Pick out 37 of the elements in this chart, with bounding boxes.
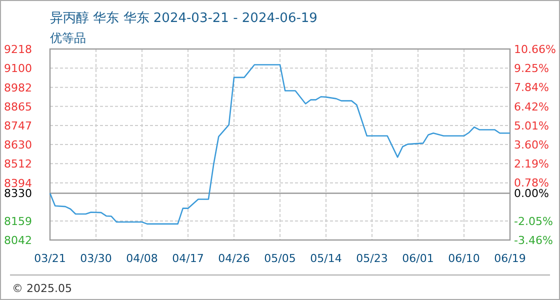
x-tick-label: 04/26 (218, 252, 250, 265)
y2-tick-label: 9.25% (514, 62, 549, 76)
y-tick-label: 8865 (4, 100, 32, 114)
x-tick-label: 06/10 (448, 252, 480, 265)
y2-tick-label: 0.78% (514, 176, 549, 190)
y2-tick-label: 3.60% (514, 138, 549, 152)
line-series (49, 64, 511, 225)
y2-tick-label: 6.42% (514, 100, 549, 114)
y-tick-label: 9218 (4, 43, 32, 56)
y2-tick-label: 7.84% (514, 81, 549, 94)
y-tick-label: 8159 (4, 214, 32, 228)
y-tick-label: 8330 (4, 187, 32, 200)
y-tick-label: 8630 (4, 138, 32, 152)
x-tick-label: 03/30 (80, 252, 112, 265)
x-tick-label: 05/23 (356, 252, 388, 265)
x-tick-label: 05/05 (264, 252, 296, 265)
y-tick-label: 8394 (4, 176, 32, 190)
y2-tick-label: 0.00% (514, 187, 549, 200)
x-tick-label: 06/19 (494, 252, 526, 265)
x-tick-label: 04/17 (172, 252, 204, 265)
y-tick-label: 9100 (4, 62, 32, 76)
chart-subtitle: 优等品 (50, 31, 86, 45)
x-tick-label: 05/14 (310, 252, 342, 265)
text: © 2025.05 (12, 282, 72, 295)
y2-tick-label: 5.01% (514, 119, 549, 132)
x-tick-label: 04/08 (126, 252, 158, 265)
y-tick-label: 8042 (4, 234, 32, 247)
y2-tick-label: 2.19% (514, 158, 549, 171)
y2-tick-label: 10.66% (514, 43, 556, 56)
y-tick-label: 8747 (4, 119, 32, 132)
y2-tick-label: -3.46% (514, 234, 553, 247)
y-tick-label: 8982 (4, 81, 32, 94)
chart-title: 异丙醇 华东 华东 2024-03-21 - 2024-06-19 (50, 11, 318, 26)
y2-tick-label: -2.05% (514, 214, 553, 228)
y-tick-label: 8512 (4, 158, 32, 171)
x-tick-label: 03/21 (34, 252, 66, 265)
x-tick-label: 06/01 (402, 252, 434, 265)
